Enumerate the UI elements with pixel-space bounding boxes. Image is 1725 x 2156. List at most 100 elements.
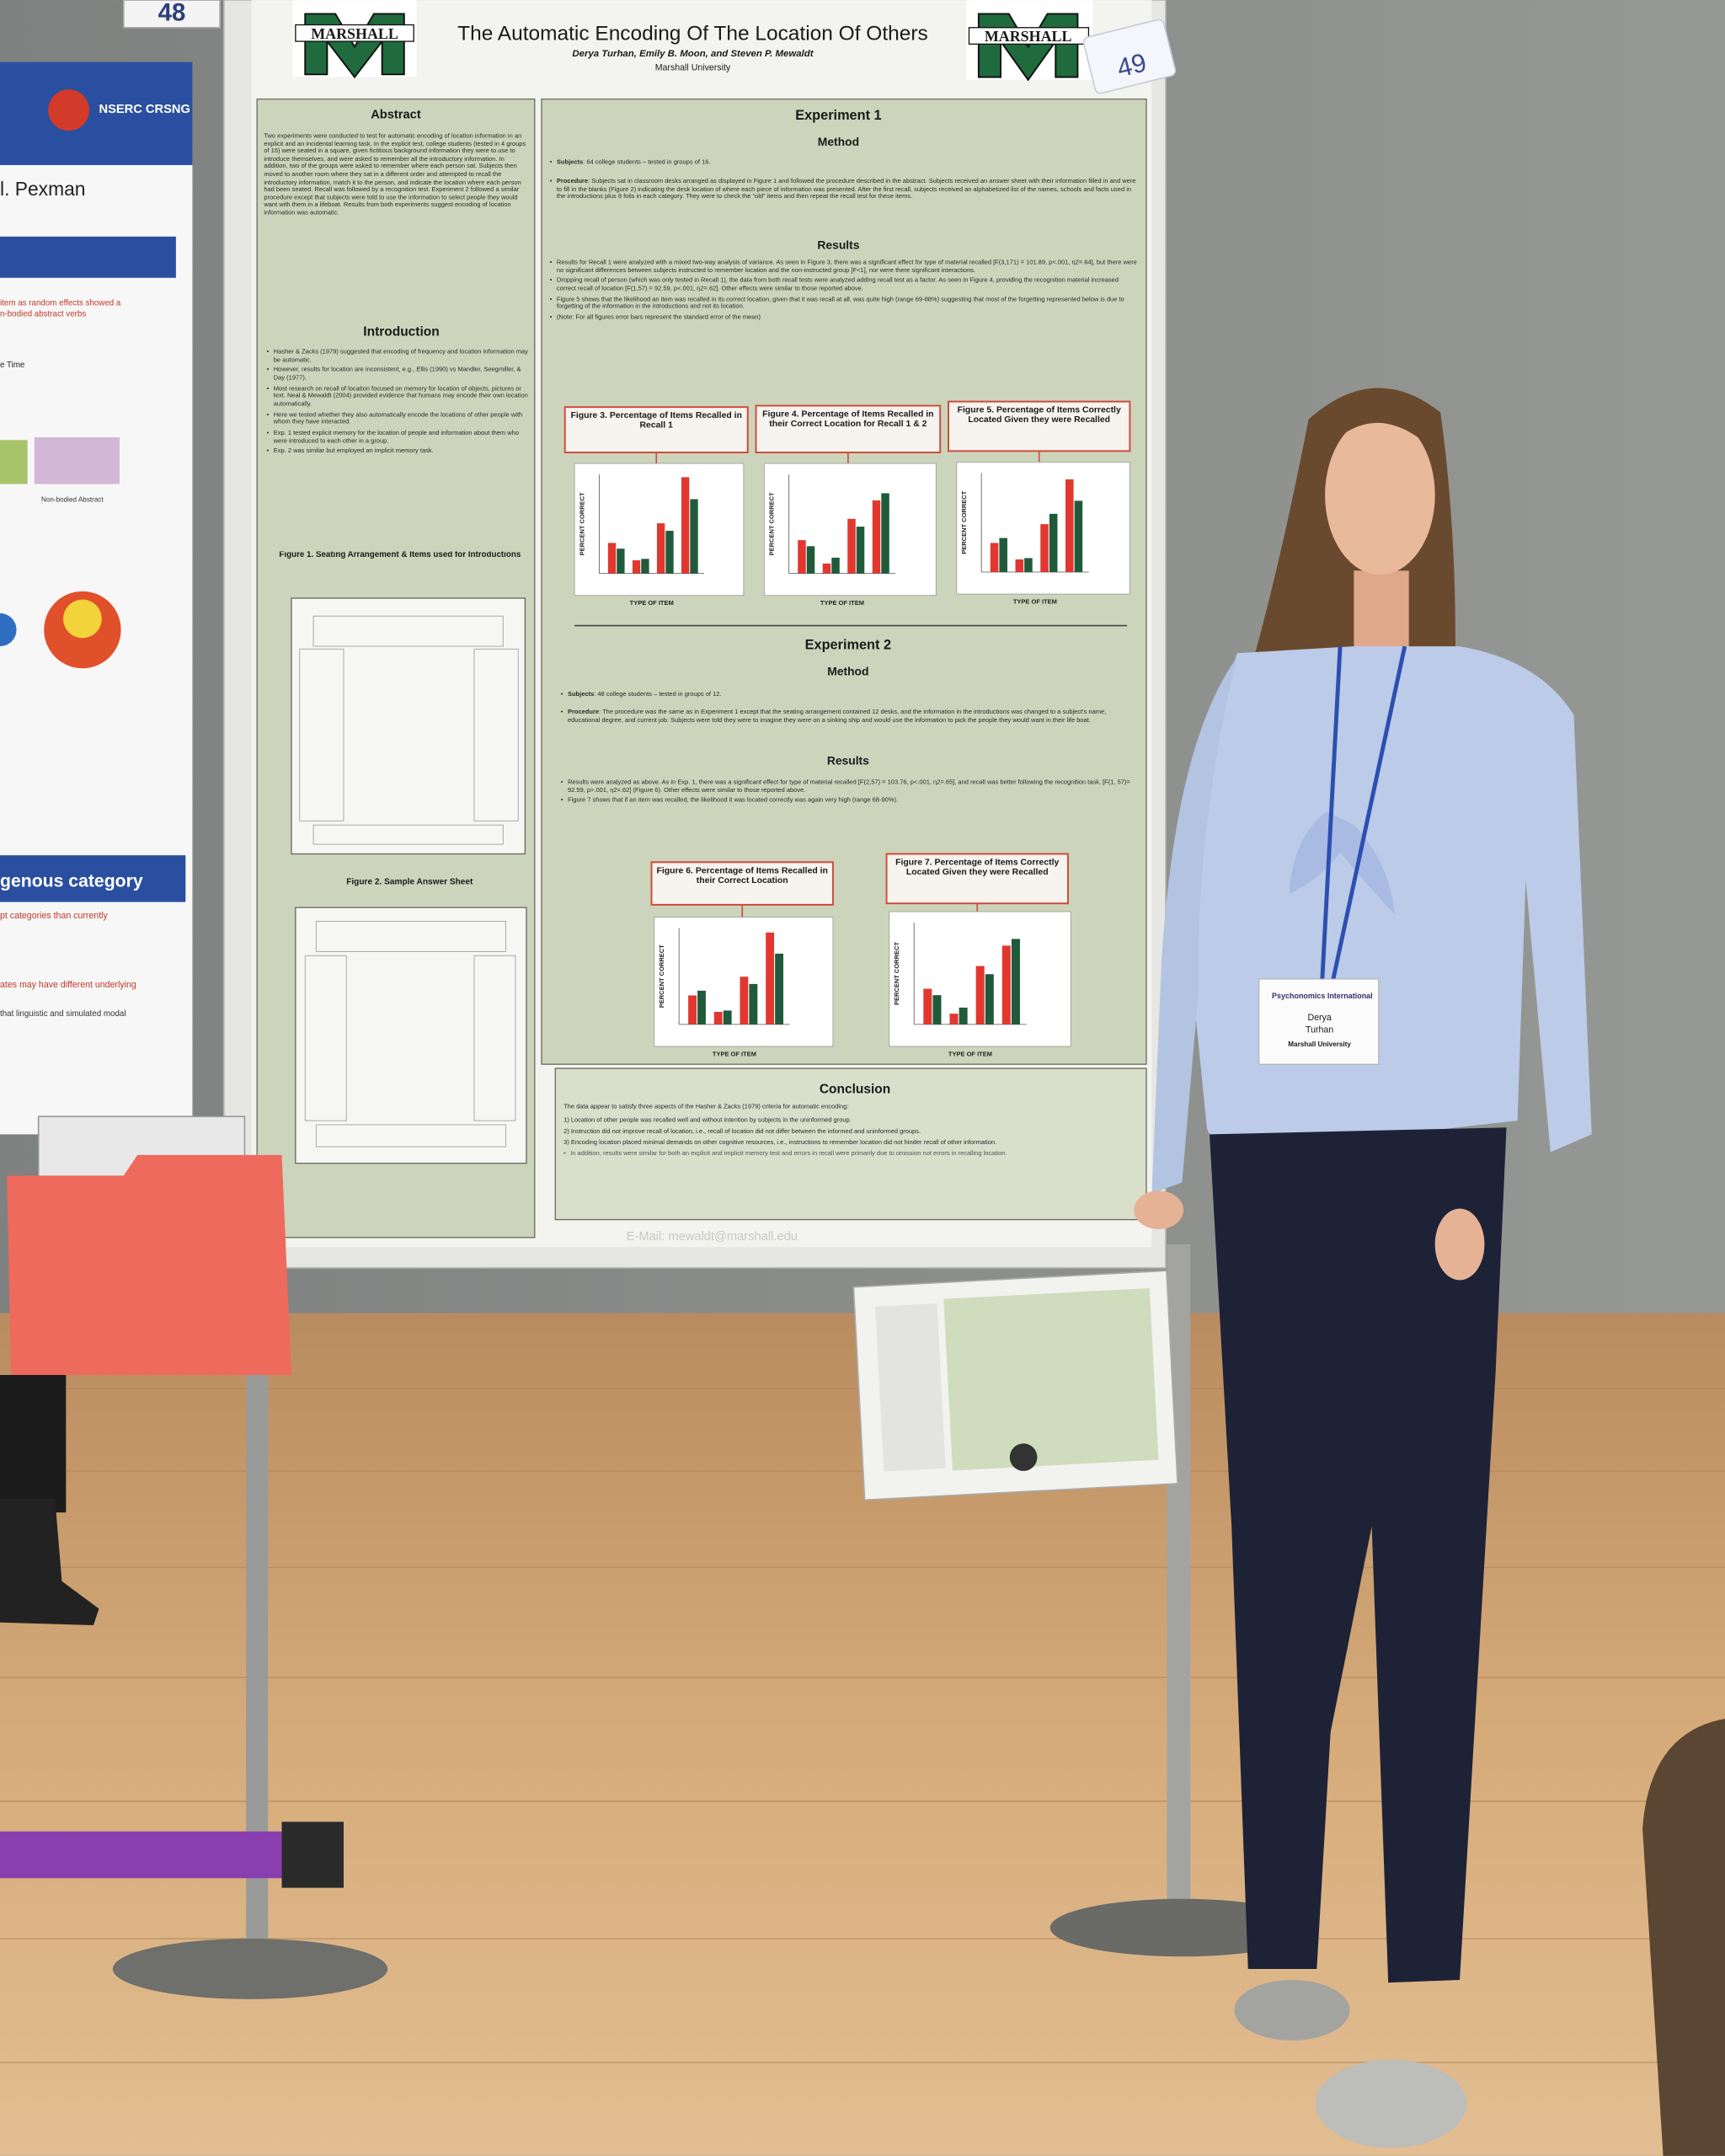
bullet: Most research on recall of location focu… bbox=[267, 385, 531, 408]
chart-bar bbox=[607, 543, 617, 574]
bullet: Figure 7 shows that if an item was recal… bbox=[561, 797, 1138, 805]
left-bar bbox=[0, 440, 28, 484]
chart-bar bbox=[881, 493, 889, 574]
badge-last-name: Turhan bbox=[1306, 1025, 1333, 1035]
chart-bar bbox=[872, 500, 881, 574]
chart-bar bbox=[690, 499, 698, 574]
chart-bar bbox=[723, 1010, 732, 1025]
chart-bar bbox=[822, 563, 831, 574]
conclusion-item: 1) Location of other people was recalled… bbox=[563, 1115, 852, 1123]
left-poster-text: pt categories than currently bbox=[0, 911, 108, 921]
booth-number: 48 bbox=[158, 0, 186, 27]
badge-first-name: Derya bbox=[1307, 1013, 1331, 1023]
text: : The procedure was the same as in Exper… bbox=[567, 708, 1107, 723]
tube-cap bbox=[281, 1822, 344, 1888]
chart-bar bbox=[775, 953, 784, 1025]
chart-bar bbox=[959, 1007, 968, 1025]
text-box: Subjects: 48 college students – tested i… bbox=[561, 690, 1138, 707]
section-heading: Experiment 1 bbox=[795, 108, 881, 123]
bullet: Hasher & Zacks (1979) suggested that enc… bbox=[267, 348, 531, 363]
conclusion-note: In addition, results were similar for bo… bbox=[563, 1149, 1140, 1157]
seating-diagram bbox=[291, 597, 526, 855]
scalp-map bbox=[0, 613, 17, 647]
left-poster-text: e Time bbox=[0, 361, 24, 370]
chart-bar bbox=[975, 966, 985, 1025]
logo: MARSHALL bbox=[292, 0, 417, 79]
bystander-leg bbox=[0, 1374, 67, 1513]
logo-text: MARSHALL bbox=[311, 25, 398, 42]
subheading: Method bbox=[827, 664, 868, 677]
left-poster-text: item as random effects showed a bbox=[0, 298, 121, 308]
caption-box: Figure 4. Percentage of Items Recalled i… bbox=[762, 409, 933, 429]
left-poster-org: NSERC CRSNG bbox=[99, 103, 190, 116]
chart-bar bbox=[1011, 939, 1020, 1025]
caption-frame bbox=[650, 861, 834, 906]
figures: Figure 3. Percentage of Items Recalled i… bbox=[563, 400, 1131, 1057]
poster-authors: Derya Turhan, Emily B. Moon, and Steven … bbox=[572, 49, 814, 59]
chart-bar bbox=[831, 557, 840, 574]
conclusion-box: The data appear to satisfy three aspects… bbox=[563, 1103, 1140, 1216]
caption-box: Figure 3. Percentage of Items Recalled i… bbox=[570, 411, 741, 431]
figure-caption: Figure 2. Sample Answer Sheet bbox=[346, 877, 473, 886]
badge-conference: Psychonomics International bbox=[1272, 992, 1373, 1000]
text-box: Subjects: 64 college students – tested i… bbox=[550, 158, 1138, 175]
intro-box: Hasher & Zacks (1979) suggested that enc… bbox=[267, 348, 531, 540]
chart-bar bbox=[688, 995, 697, 1025]
left-poster-text: Non-bodied Abstract bbox=[41, 496, 104, 504]
bullet-list: Results for Recall 1 were analyzed with … bbox=[550, 259, 1138, 322]
left-poster-heading: genous category bbox=[0, 872, 143, 891]
logo: MARSHALL bbox=[966, 0, 1093, 82]
chart-bar bbox=[1040, 524, 1049, 572]
axis-label: PERCENT CORRECT bbox=[893, 942, 900, 1005]
bullet-list: Hasher & Zacks (1979) suggested that enc… bbox=[267, 348, 531, 455]
conclusion-panel bbox=[554, 1067, 1147, 1221]
section-heading: Experiment 2 bbox=[805, 637, 891, 652]
chart-bar bbox=[990, 543, 999, 572]
chart-bar bbox=[1065, 479, 1074, 572]
chart-bar bbox=[681, 477, 690, 574]
caption-frame bbox=[885, 853, 1069, 905]
answer-sheet bbox=[295, 907, 527, 1164]
bullet-list: Results were analyzed as above. As in Ex… bbox=[561, 778, 1138, 805]
text: : 48 college students – tested in groups… bbox=[594, 690, 722, 698]
chart-bar bbox=[985, 974, 994, 1025]
subheading: Results bbox=[817, 238, 859, 251]
text-box: Results were analyzed as above. As in Ex… bbox=[561, 778, 1138, 842]
bullet: Here we tested whether they also automat… bbox=[267, 411, 531, 426]
text-box: Procedure: The procedure was the same as… bbox=[561, 709, 1138, 752]
caption-box: Figure 7. Percentage of Items Correctly … bbox=[895, 858, 1059, 877]
chart-bar bbox=[1074, 500, 1083, 572]
figure-caption: Figure 5. Percentage of Items Correctly … bbox=[957, 405, 1121, 425]
text: : 64 college students – tested in groups… bbox=[583, 158, 711, 165]
poster-affiliation: Marshall University bbox=[655, 62, 731, 72]
bag bbox=[1642, 1718, 1725, 2156]
chart-bar bbox=[740, 976, 749, 1025]
axis-label: PERCENT CORRECT bbox=[579, 492, 586, 555]
subheading: Results bbox=[827, 753, 869, 767]
section-heading: Introduction bbox=[363, 324, 439, 339]
text-box: Procedure: Subjects sat in classroom des… bbox=[550, 178, 1138, 233]
nserc-logo bbox=[48, 89, 90, 131]
caption-box: Figure 6. Percentage of Items Recalled i… bbox=[656, 866, 827, 885]
poster-title: The Automatic Encoding Of The Location O… bbox=[457, 22, 928, 45]
label: Subjects bbox=[556, 158, 584, 165]
bullet: Results were analyzed as above. As in Ex… bbox=[561, 778, 1138, 794]
chart-bar bbox=[847, 518, 856, 574]
chart-bar bbox=[999, 538, 1007, 572]
chart-bar bbox=[923, 988, 932, 1025]
chart-bar bbox=[798, 540, 806, 574]
chart-bar bbox=[1001, 945, 1011, 1025]
caption-frame bbox=[563, 406, 749, 453]
chart-bar bbox=[656, 523, 665, 574]
chart-bar bbox=[1015, 559, 1024, 572]
badge-affiliation: Marshall University bbox=[1288, 1041, 1351, 1048]
conclusion-item: 3) Encoding location placed minimal dema… bbox=[563, 1137, 997, 1146]
label: Subjects bbox=[567, 690, 595, 698]
left-poster-band bbox=[0, 855, 186, 902]
chart-bar bbox=[1049, 513, 1058, 572]
bullet: Exp. 1 tested explicit memory for the lo… bbox=[267, 429, 531, 444]
abstract-box: Two experiments were conducted to test f… bbox=[264, 132, 526, 216]
axis-label: TYPE OF ITEM bbox=[948, 1050, 992, 1057]
